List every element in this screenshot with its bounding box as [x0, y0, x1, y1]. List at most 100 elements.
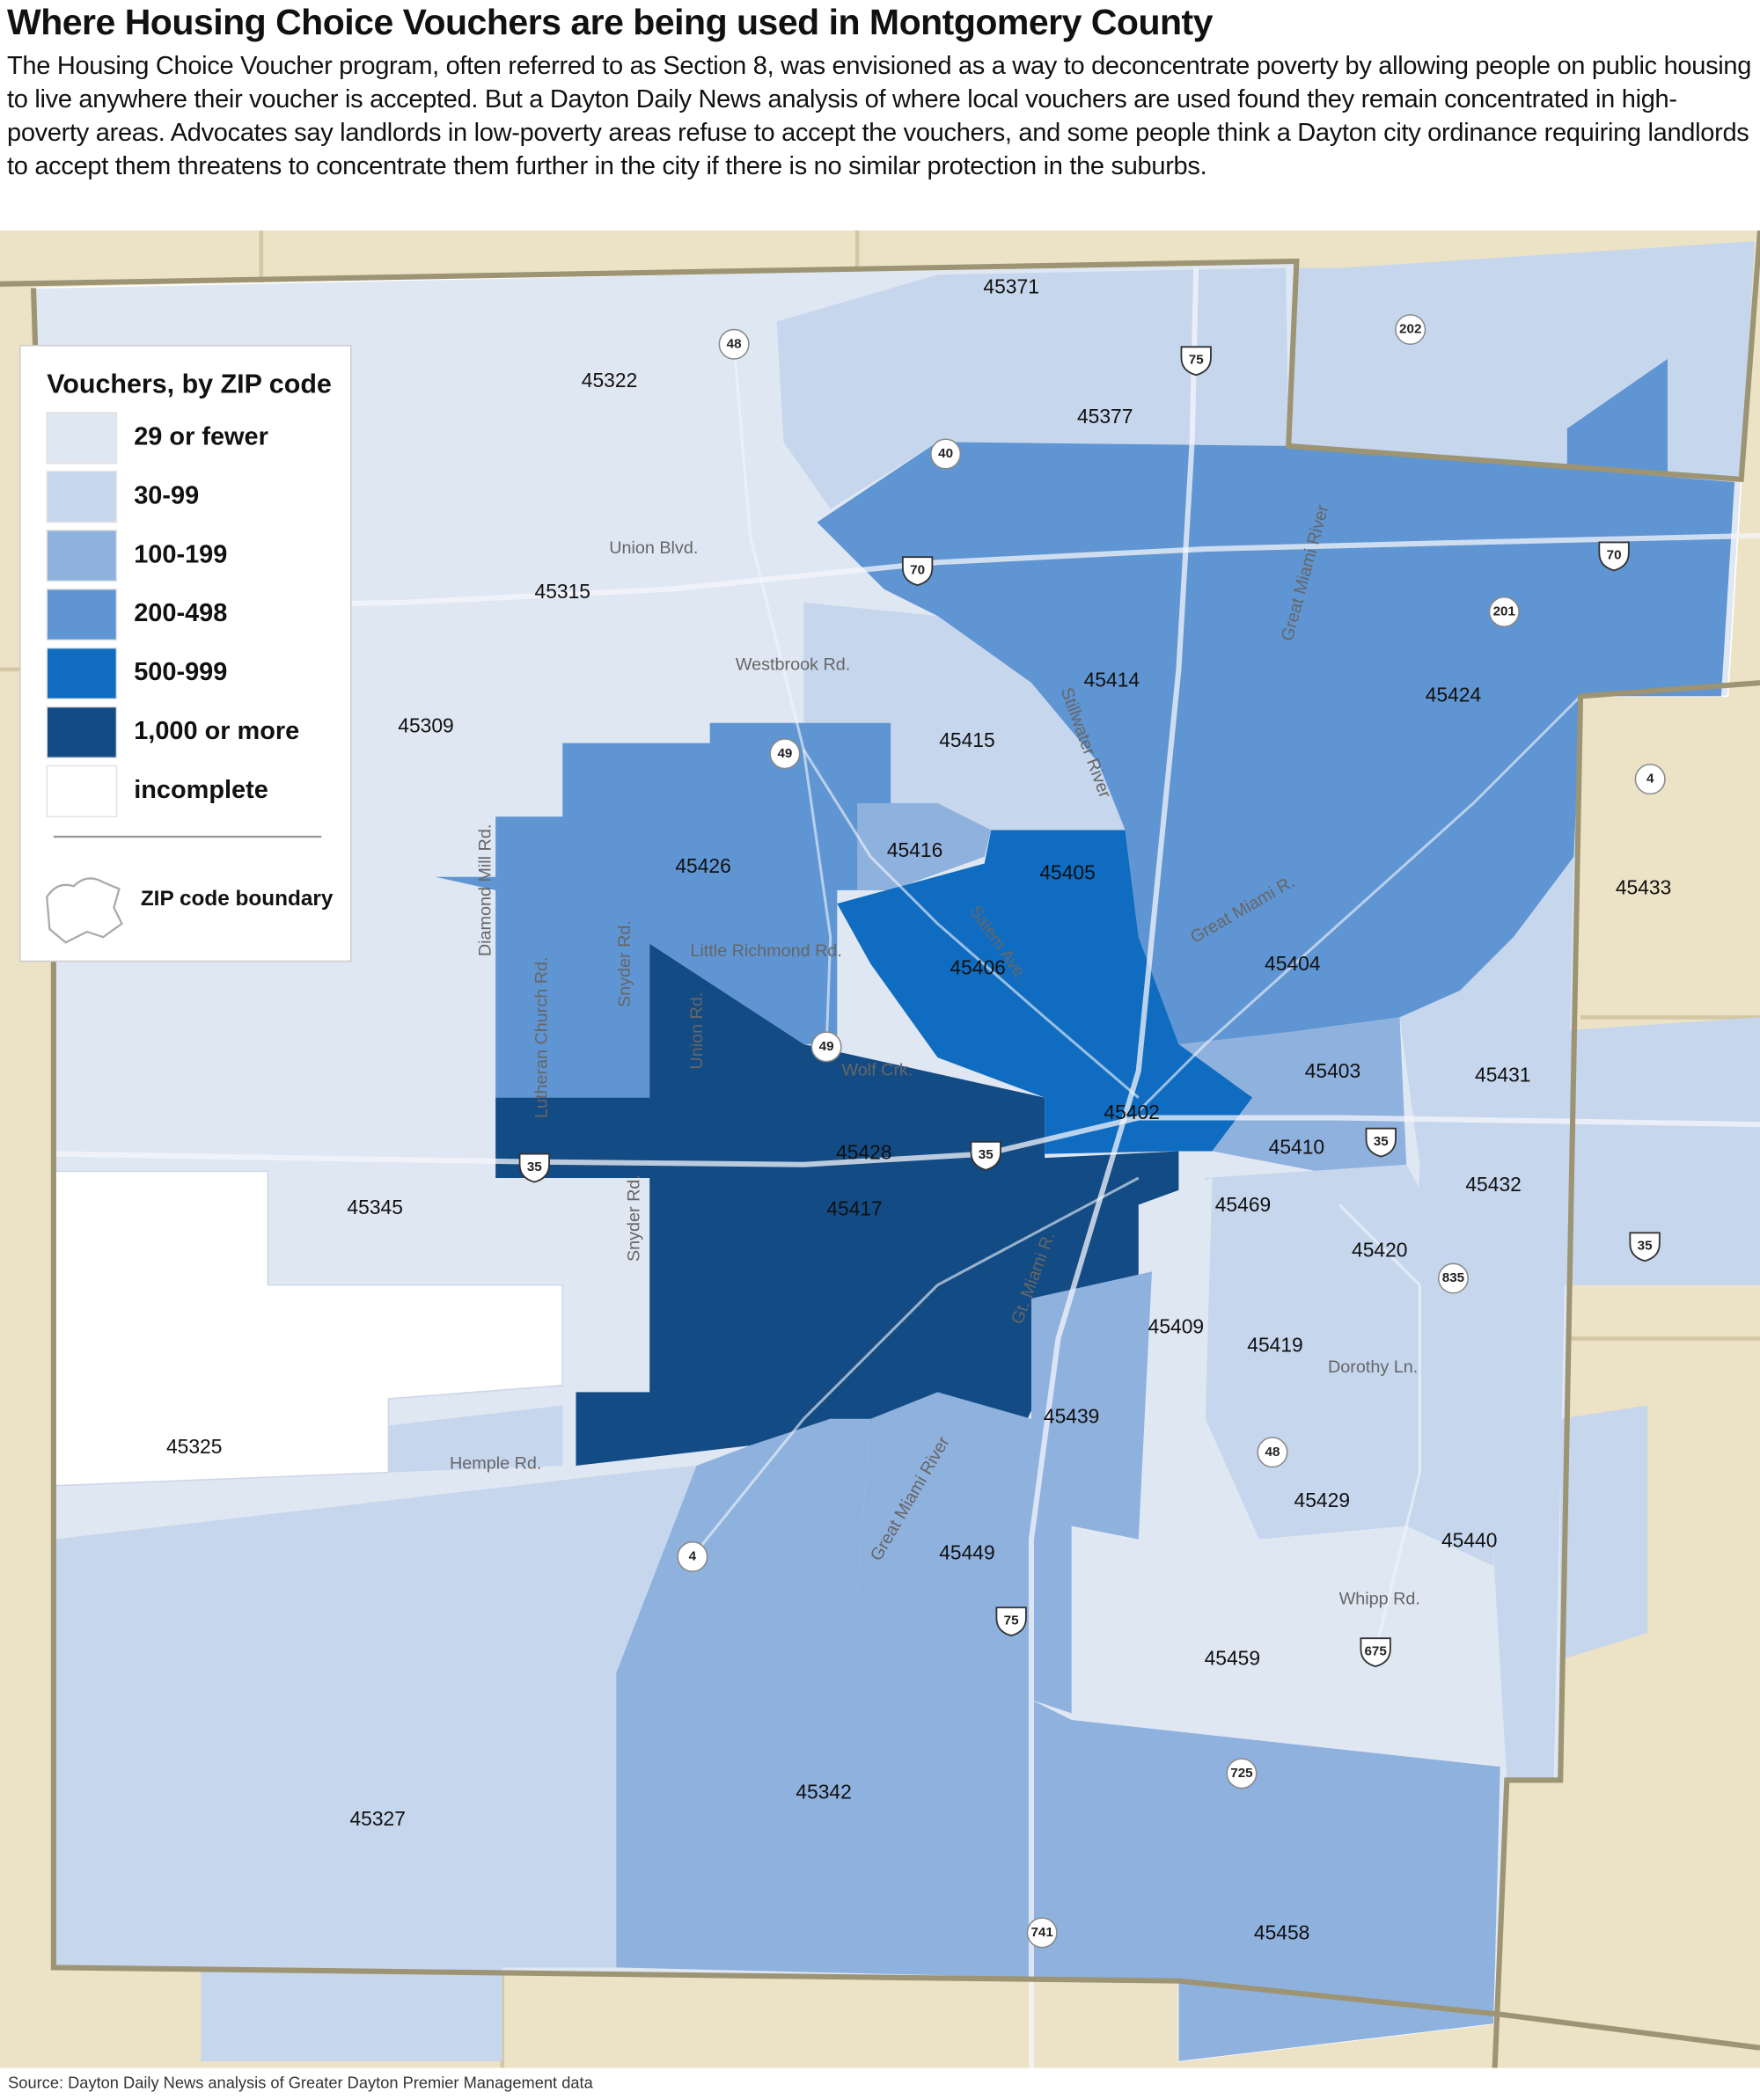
zip-label: 45416	[887, 838, 942, 861]
route-number: 48	[727, 336, 742, 351]
zip-area	[495, 943, 1179, 1466]
road-label: Union Blvd.	[609, 538, 698, 558]
zip-area	[857, 803, 992, 890]
route-shield	[1437, 1262, 1469, 1294]
zip-area	[1560, 1405, 1648, 1660]
route-number: 201	[1493, 604, 1516, 619]
legend-swatch	[46, 471, 118, 523]
route-shield	[1026, 1917, 1058, 1949]
legend-label: 1,000 or more	[134, 717, 299, 745]
zip-label: 45414	[1084, 669, 1140, 691]
zip-area	[1288, 241, 1755, 479]
zip-area	[53, 1465, 697, 1968]
description: The Housing Choice Voucher program, ofte…	[7, 52, 1752, 180]
legend-label: ZIP code boundary	[141, 887, 334, 911]
footer	[0, 2067, 1760, 2100]
legend-label: 30-99	[134, 481, 199, 509]
zip-label: 45424	[1426, 683, 1482, 706]
route-number: 70	[1607, 548, 1622, 563]
legend-label: 100-199	[134, 540, 227, 568]
road-label: Westbrook Rd.	[736, 655, 850, 675]
route-shield	[1226, 1758, 1258, 1789]
legend-swatch	[46, 765, 118, 818]
route-number: 4	[1646, 772, 1654, 787]
road-label: Diamond Mill Rd.	[476, 824, 495, 956]
county-boundary	[0, 230, 1760, 483]
zip-area	[388, 1405, 563, 1473]
route-number: 75	[1189, 353, 1204, 368]
zip-label: 45415	[939, 728, 994, 751]
road	[1338, 1204, 1421, 1651]
route-number: 49	[819, 1039, 834, 1054]
interstate-shield	[1180, 346, 1212, 377]
route-shield	[1257, 1437, 1288, 1468]
zip-label: 45459	[1205, 1647, 1260, 1670]
interstate-shield	[518, 1152, 550, 1183]
interstate-shield	[1629, 1232, 1661, 1262]
zip-label: 45432	[1465, 1173, 1521, 1196]
route-number: 35	[1374, 1134, 1389, 1149]
road-label: Dorothy Ln.	[1328, 1357, 1418, 1377]
road-label: Wolf Crk.	[841, 1060, 913, 1079]
road-label: Snyder Rd.	[625, 1174, 644, 1262]
route-shield	[718, 328, 750, 360]
zip-area	[201, 1967, 502, 2061]
interstate-shield	[995, 1606, 1027, 1637]
zip-area	[817, 442, 1735, 1044]
route-number: 75	[1004, 1613, 1019, 1628]
route-shield	[1488, 596, 1520, 628]
legend-label: 29 or fewer	[134, 422, 268, 450]
legend: Vouchers, by ZIP code ZIP code boundary …	[19, 345, 352, 962]
legend-swatch	[46, 412, 118, 465]
route-number: 202	[1399, 322, 1421, 337]
zip-area	[1178, 1017, 1407, 1178]
zip-label: 45315	[535, 580, 590, 603]
title: Where Housing Choice Vouchers are being …	[7, 2, 1214, 42]
route-number: 35	[1638, 1239, 1653, 1254]
legend-swatch	[46, 647, 118, 700]
zip-label: 45345	[347, 1196, 402, 1218]
zip-label: 45429	[1294, 1489, 1350, 1511]
interstate-shield	[901, 556, 934, 587]
zip-area	[53, 1170, 564, 1487]
interstate-70	[33, 532, 1760, 612]
zip-area	[616, 1418, 1500, 2061]
zip-label: 45327	[349, 1807, 405, 1830]
source: Source: Dayton Daily News analysis of Gr…	[8, 2074, 593, 2092]
interstate-75	[1028, 267, 1199, 2100]
zip-area	[857, 1392, 1031, 1701]
road	[732, 344, 832, 1047]
road	[1137, 695, 1582, 1112]
route-shield	[1395, 314, 1426, 346]
road-label: Whipp Rd.	[1339, 1589, 1420, 1608]
zip-area	[1566, 359, 1668, 476]
zip-area	[837, 830, 1300, 1154]
route-number: 675	[1364, 1643, 1387, 1658]
route-shield	[769, 738, 801, 770]
route-number: 4	[689, 1548, 697, 1563]
zip-label: 45322	[582, 369, 637, 391]
zip-label: 45325	[166, 1435, 222, 1458]
road-label: Hemple Rd.	[450, 1454, 541, 1474]
zip-label: 45371	[983, 274, 1038, 297]
legend-label: 500-999	[134, 658, 227, 686]
zip-label: 45439	[1044, 1404, 1099, 1427]
road-label: Union Rd.	[687, 992, 707, 1070]
zip-label: 45428	[836, 1141, 891, 1164]
zip-label: 45420	[1352, 1239, 1407, 1262]
zip-label: 45402	[1104, 1101, 1159, 1123]
interstate-shield	[1598, 541, 1630, 572]
zip-label: 45405	[1039, 861, 1095, 884]
legend-label: incomplete	[134, 776, 268, 804]
road	[691, 1176, 1140, 1558]
legend-swatch	[46, 588, 118, 641]
route-shield	[1634, 764, 1666, 795]
interstate-shield	[1365, 1127, 1397, 1158]
zip-label: 45469	[1215, 1193, 1271, 1216]
zip-label: 45440	[1441, 1529, 1497, 1552]
legend-label: 200-498	[134, 599, 227, 627]
zip-label: 45431	[1475, 1063, 1530, 1086]
zip-area	[776, 267, 1289, 509]
header: Where Housing Choice Vouchers are being …	[0, 0, 1760, 230]
